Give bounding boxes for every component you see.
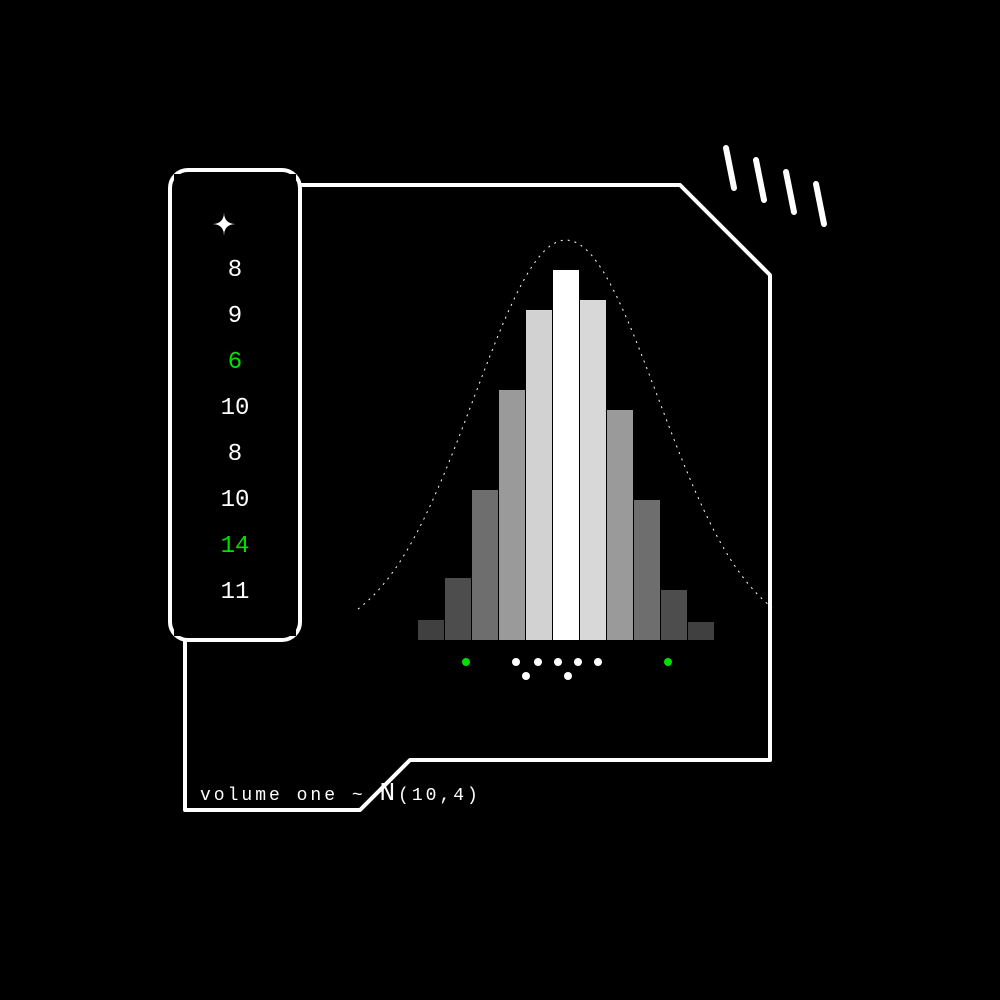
sample-dot: [522, 672, 530, 680]
histogram-bar: [499, 390, 525, 640]
histogram-bar: [580, 300, 606, 640]
sample-dot: [512, 658, 520, 666]
histogram-bar: [607, 410, 633, 640]
number-panel-value: 9: [228, 303, 242, 330]
histogram-bar: [472, 490, 498, 640]
number-panel-value: 8: [228, 441, 242, 468]
number-panel-value: 10: [221, 395, 250, 422]
histogram-bar: [634, 500, 660, 640]
number-panel-value: 14: [221, 533, 250, 560]
caption-suffix: (10,4): [398, 786, 481, 806]
sample-dot-highlight: [664, 658, 672, 666]
histogram-bar: [445, 578, 471, 640]
sample-dot: [534, 658, 542, 666]
histogram-bar: [553, 270, 579, 640]
number-panel-value: 10: [221, 487, 250, 514]
histogram-bar: [526, 310, 552, 640]
number-panel-value: 11: [221, 579, 250, 606]
sample-dot: [594, 658, 602, 666]
number-panel-value: 8: [228, 257, 242, 284]
caption-symbol: N: [379, 778, 398, 808]
number-panel-value: 6: [228, 349, 242, 376]
histogram-bar: [688, 622, 714, 640]
histogram-bar: [418, 620, 444, 640]
histogram-bar: [661, 590, 687, 640]
caption-prefix: volume one ~: [200, 786, 379, 806]
sample-dot: [554, 658, 562, 666]
sample-dot-highlight: [462, 658, 470, 666]
sample-dot: [574, 658, 582, 666]
sample-dot: [564, 672, 572, 680]
